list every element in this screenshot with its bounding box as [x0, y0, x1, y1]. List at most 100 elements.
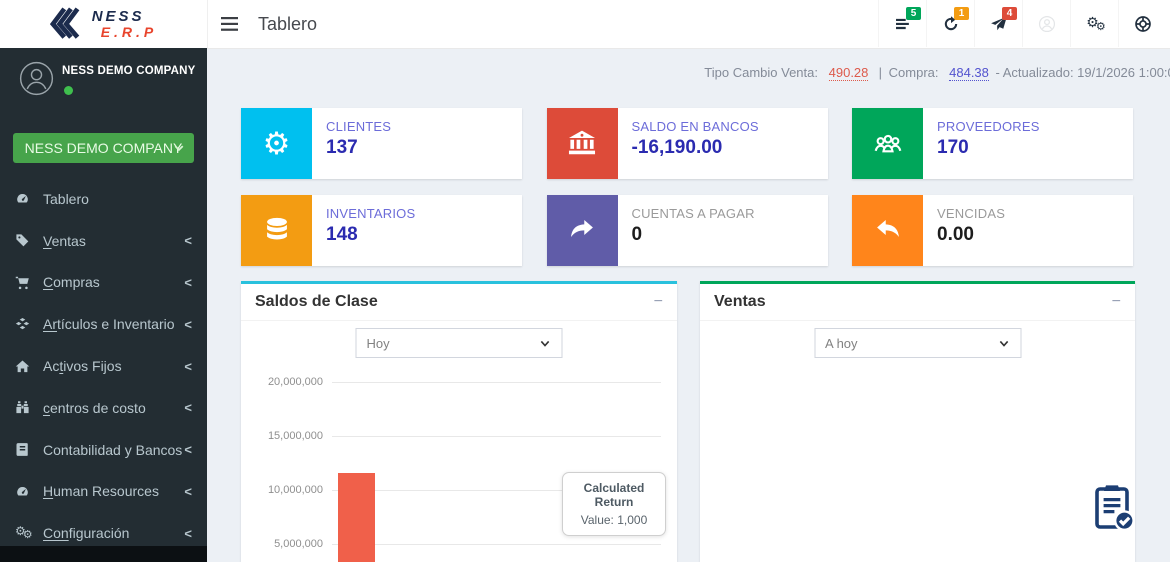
tachometer-icon: [15, 484, 34, 499]
sidebar-item-label: Ventas: [43, 232, 86, 249]
refresh-icon: [942, 15, 960, 33]
sidebar-item-label: Activos Fijos: [43, 358, 122, 375]
y-axis-tick-label: 10,000,000: [267, 484, 323, 496]
notification-alerts-button[interactable]: 4: [974, 0, 1022, 47]
y-axis-tick-label: 5,000,000: [274, 538, 323, 550]
logo-sub: E.R.P: [100, 24, 158, 40]
stat-card-value: 0: [631, 224, 643, 245]
tooltip-title: Calculated Return: [583, 481, 645, 509]
chevron-left-icon: <: [184, 483, 192, 499]
notification-badge: 4: [1002, 7, 1017, 20]
hamburger-icon: [220, 17, 238, 31]
chevron-down-icon: [540, 340, 550, 347]
exchange-buy-value[interactable]: 484.38: [949, 65, 989, 81]
y-axis-tick: 5,000,000: [251, 537, 661, 551]
stat-card-label: CLIENTES: [326, 119, 392, 134]
sidebar-item-label: Compras: [43, 274, 100, 291]
users-icon: [852, 108, 923, 179]
app-logo[interactable]: NESS E.R.P: [0, 0, 208, 48]
list-icon: [894, 15, 912, 33]
collapse-button[interactable]: −: [653, 293, 663, 310]
settings-button[interactable]: ⚙⚙: [1070, 0, 1118, 47]
sidebar-item-activos-fijos[interactable]: Activos Fijos <: [0, 345, 207, 387]
sidebar-item-compras[interactable]: Compras <: [0, 262, 207, 304]
logo-name: NESS: [91, 8, 145, 25]
sidebar: NESS DEMO COMPANY NESS DEMO COMPANY Tabl…: [0, 48, 207, 562]
panel-saldos-de-clase: Saldos de Clase − Hoy 20,000,000 15,000,0…: [241, 281, 677, 562]
collapse-button[interactable]: −: [1111, 293, 1121, 310]
panel-title: Saldos de Clase: [255, 293, 378, 310]
tags-icon: [15, 233, 34, 248]
sidebar-menu: Tablero Ventas < Compras < Artículos e Invent…: [0, 178, 207, 554]
sidebar-item-ventas[interactable]: Ventas <: [0, 220, 207, 262]
chevron-left-icon: <: [184, 442, 192, 458]
online-status-dot: [64, 86, 73, 95]
y-axis-tick-label: 15,000,000: [267, 430, 323, 442]
binoculars-icon: [15, 400, 34, 415]
panel-ventas: Ventas − A hoy: [700, 281, 1135, 562]
user-menu-button[interactable]: [1022, 0, 1070, 47]
chevron-left-icon: <: [184, 233, 192, 249]
exchange-updated: - Actualizado: 19/1/2026 1:00:00: [995, 65, 1170, 80]
chevron-down-icon: [174, 145, 184, 152]
y-axis-tick: 10,000,000: [251, 483, 661, 497]
sidebar-footer: [0, 546, 207, 562]
gridline: [332, 435, 661, 437]
period-select-value: Hoy: [366, 335, 390, 351]
gears-icon: ⚙⚙: [15, 524, 33, 542]
sidebar-item-art-culos-e-inventario[interactable]: Artículos e Inventario <: [0, 303, 207, 345]
tooltip-value: Value: 1,000: [580, 513, 648, 527]
chevron-left-icon: <: [184, 358, 192, 374]
reply-icon: [852, 195, 923, 266]
header-actions: 5 1 4 ⚙⚙: [878, 0, 1166, 47]
period-select[interactable]: A hoy: [814, 328, 1021, 358]
sidebar-item-contabilidad-y-bancos[interactable]: Contabilidad y Bancos <: [0, 429, 207, 471]
exchange-sell-value[interactable]: 490.28: [828, 65, 869, 81]
cubes-icon: [15, 317, 34, 332]
notification-tasks-button[interactable]: 5: [878, 0, 926, 47]
sidebar-item-label: Tablero: [43, 190, 89, 207]
gear-icon: ⚙: [241, 108, 312, 179]
stat-card-label: SALDO EN BANCOS: [631, 119, 759, 134]
chevron-down-icon: [999, 340, 1008, 347]
y-axis-tick: 20,000,000: [251, 375, 661, 389]
stat-card-label: INVENTARIOS: [326, 206, 416, 221]
sidebar-item-centros-de-costo[interactable]: centros de costo <: [0, 387, 207, 429]
sidebar-item-human-resources[interactable]: Human Resources <: [0, 471, 207, 513]
cart-icon: [15, 275, 34, 290]
tachometer-icon: [15, 191, 34, 206]
main-content: Tipo Cambio Venta: 490.28 | Compra: 484.…: [207, 48, 1170, 562]
company-name: NESS DEMO COMPANY: [62, 65, 196, 77]
company-select-button[interactable]: NESS DEMO COMPANY: [13, 133, 194, 163]
power-icon: [1134, 15, 1151, 32]
notification-sync-button[interactable]: 1: [926, 0, 974, 47]
sidebar-item-label: centros de costo: [43, 399, 146, 416]
sidebar-item-tablero[interactable]: Tablero: [0, 178, 207, 220]
stat-card-proveedores: PROVEEDORES 170: [852, 108, 1133, 179]
stat-card-value: 170: [937, 137, 969, 158]
stat-card-value: 137: [326, 137, 358, 158]
sidebar-item-label: Contabilidad y Bancos: [43, 441, 183, 458]
sidebar-item-label: Artículos e Inventario: [43, 316, 175, 333]
avatar-icon: [19, 61, 54, 96]
chart-tooltip: Calculated Return Value: 1,000: [562, 472, 666, 536]
stat-card-value: 0.00: [937, 224, 974, 245]
gridline: [332, 381, 661, 383]
gridline: [332, 543, 661, 545]
company-select-label: NESS DEMO COMPANY: [24, 140, 183, 156]
share-icon: [546, 195, 618, 266]
sidebar-item-label: Human Resources: [43, 483, 159, 500]
menu-toggle-button[interactable]: [207, 0, 251, 48]
stat-cards: ⚙ CLIENTES 137 SALDO EN BANCOS -16,190.00 PRO…: [241, 108, 1135, 266]
period-select-value: A hoy: [825, 335, 858, 351]
gears-icon: ⚙⚙: [1086, 13, 1105, 33]
power-button[interactable]: [1118, 0, 1166, 47]
sidebar-item-configuraci-n[interactable]: ⚙⚙ Configuración <: [0, 512, 207, 554]
home-icon: [15, 359, 34, 374]
page-title: Tablero: [258, 13, 318, 34]
period-select[interactable]: Hoy: [355, 328, 563, 358]
stat-card-label: CUENTAS A PAGAR: [631, 206, 755, 221]
top-navbar: NESS E.R.P Tablero 5 1 4 ⚙⚙: [0, 0, 1170, 49]
chart-bar[interactable]: [338, 473, 375, 562]
